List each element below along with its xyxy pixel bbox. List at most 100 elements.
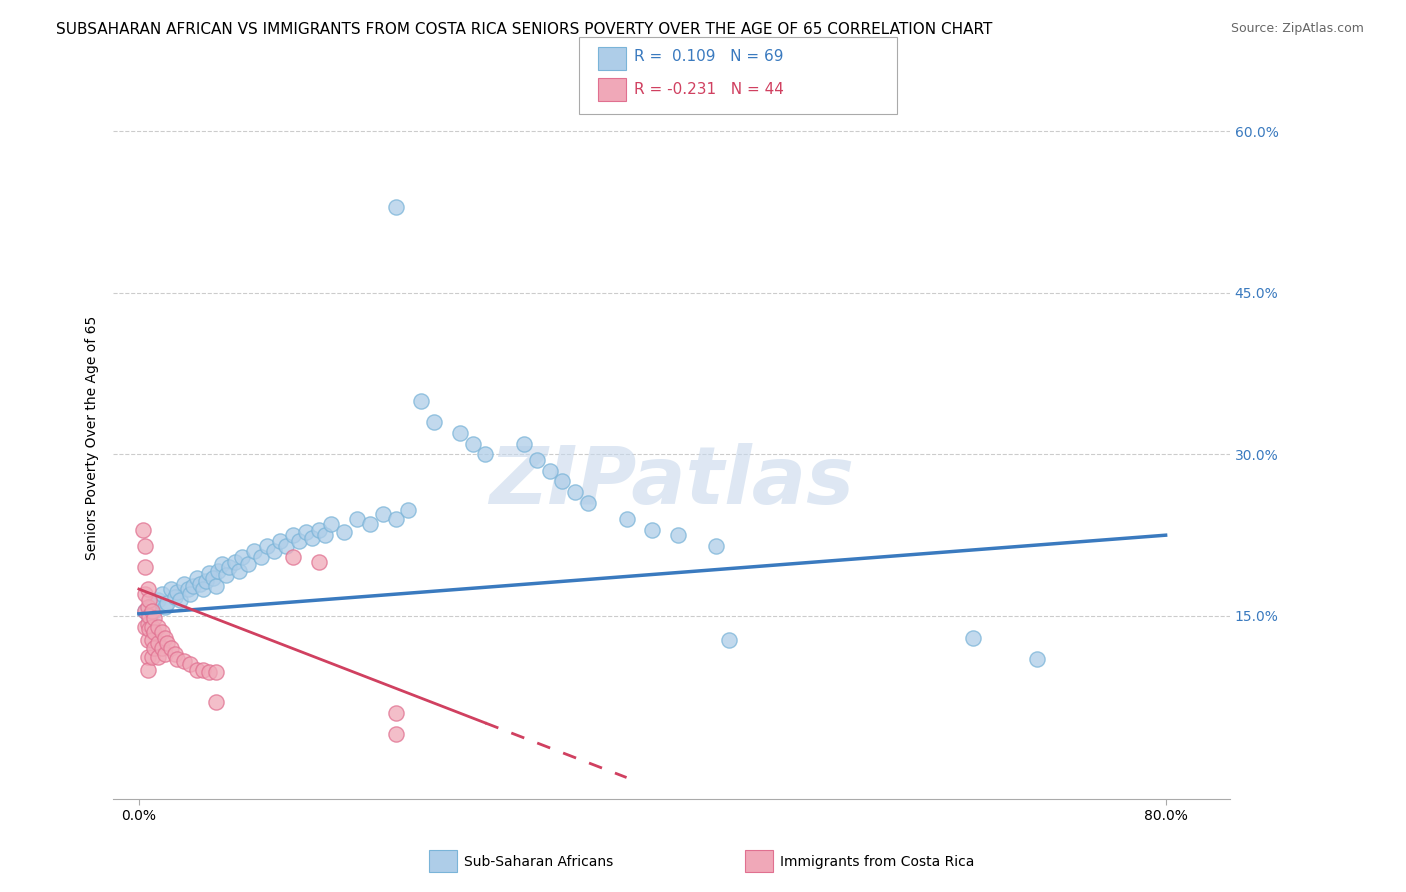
Point bbox=[179, 587, 201, 601]
Point bbox=[243, 544, 266, 558]
Point bbox=[136, 649, 159, 664]
Point bbox=[150, 625, 173, 640]
Point bbox=[173, 576, 195, 591]
Text: R = -0.231   N = 44: R = -0.231 N = 44 bbox=[634, 82, 785, 96]
Point bbox=[256, 539, 278, 553]
Point bbox=[156, 596, 179, 610]
Point bbox=[211, 558, 233, 572]
Point bbox=[153, 647, 176, 661]
Point bbox=[141, 598, 163, 612]
Point bbox=[308, 555, 330, 569]
Point bbox=[301, 532, 323, 546]
Point bbox=[706, 539, 728, 553]
Point bbox=[163, 647, 186, 661]
Point bbox=[173, 654, 195, 668]
Point bbox=[263, 544, 285, 558]
Point bbox=[131, 523, 153, 537]
Point bbox=[143, 604, 166, 618]
Point bbox=[269, 533, 291, 548]
Point bbox=[666, 528, 689, 542]
Point bbox=[384, 200, 406, 214]
Point bbox=[294, 524, 316, 539]
Point bbox=[163, 590, 186, 604]
Point bbox=[198, 665, 221, 679]
Point bbox=[141, 649, 163, 664]
Text: Immigrants from Costa Rica: Immigrants from Costa Rica bbox=[780, 855, 974, 869]
Point bbox=[138, 622, 160, 636]
Text: ZIPatlas: ZIPatlas bbox=[489, 442, 853, 521]
Point bbox=[138, 609, 160, 624]
Point bbox=[141, 604, 163, 618]
Point bbox=[218, 560, 240, 574]
Point bbox=[207, 564, 229, 578]
Text: SUBSAHARAN AFRICAN VS IMMIGRANTS FROM COSTA RICA SENIORS POVERTY OVER THE AGE OF: SUBSAHARAN AFRICAN VS IMMIGRANTS FROM CO… bbox=[56, 22, 993, 37]
Point bbox=[249, 549, 271, 564]
Point bbox=[134, 620, 156, 634]
Point bbox=[513, 436, 536, 450]
Point bbox=[186, 571, 208, 585]
Point bbox=[276, 539, 298, 553]
Point bbox=[288, 533, 311, 548]
Point bbox=[215, 568, 238, 582]
Point bbox=[205, 665, 228, 679]
Point bbox=[176, 582, 198, 596]
Point bbox=[224, 555, 246, 569]
Point bbox=[205, 695, 228, 709]
Point bbox=[384, 706, 406, 720]
Point bbox=[461, 436, 484, 450]
Point bbox=[136, 616, 159, 631]
Point bbox=[160, 641, 183, 656]
Text: R =  0.109   N = 69: R = 0.109 N = 69 bbox=[634, 49, 783, 63]
Point bbox=[384, 512, 406, 526]
Point bbox=[146, 649, 169, 664]
Point bbox=[136, 632, 159, 647]
Point bbox=[551, 475, 574, 489]
Point bbox=[160, 582, 183, 596]
Point bbox=[136, 663, 159, 677]
Point bbox=[150, 587, 173, 601]
Point bbox=[169, 592, 191, 607]
Point bbox=[186, 663, 208, 677]
Point bbox=[236, 558, 259, 572]
Point bbox=[143, 611, 166, 625]
Point bbox=[205, 579, 228, 593]
Point bbox=[181, 579, 204, 593]
Point bbox=[474, 447, 496, 461]
Point bbox=[228, 564, 250, 578]
Point bbox=[134, 560, 156, 574]
Point bbox=[526, 452, 548, 467]
Point bbox=[371, 507, 394, 521]
Point bbox=[396, 503, 419, 517]
Point bbox=[150, 641, 173, 656]
Point bbox=[1026, 652, 1049, 666]
Point bbox=[346, 512, 368, 526]
Point bbox=[191, 663, 214, 677]
Point bbox=[198, 566, 221, 580]
Point bbox=[314, 528, 336, 542]
Point bbox=[308, 523, 330, 537]
Point bbox=[191, 582, 214, 596]
Point bbox=[641, 523, 664, 537]
Point bbox=[143, 641, 166, 656]
Point bbox=[134, 604, 156, 618]
Point bbox=[281, 549, 304, 564]
Point bbox=[143, 625, 166, 640]
Point bbox=[141, 620, 163, 634]
Point bbox=[134, 587, 156, 601]
Text: Sub-Saharan Africans: Sub-Saharan Africans bbox=[464, 855, 613, 869]
Point bbox=[146, 636, 169, 650]
Point bbox=[194, 574, 217, 589]
Text: Source: ZipAtlas.com: Source: ZipAtlas.com bbox=[1230, 22, 1364, 36]
Point bbox=[141, 632, 163, 647]
Point bbox=[190, 576, 212, 591]
Point bbox=[153, 631, 176, 645]
Point bbox=[179, 657, 201, 672]
Point bbox=[136, 600, 159, 615]
Point bbox=[321, 517, 343, 532]
Point bbox=[718, 632, 741, 647]
Point bbox=[449, 425, 471, 440]
Point bbox=[384, 727, 406, 741]
Point bbox=[281, 528, 304, 542]
Point bbox=[146, 592, 169, 607]
Point bbox=[962, 631, 984, 645]
